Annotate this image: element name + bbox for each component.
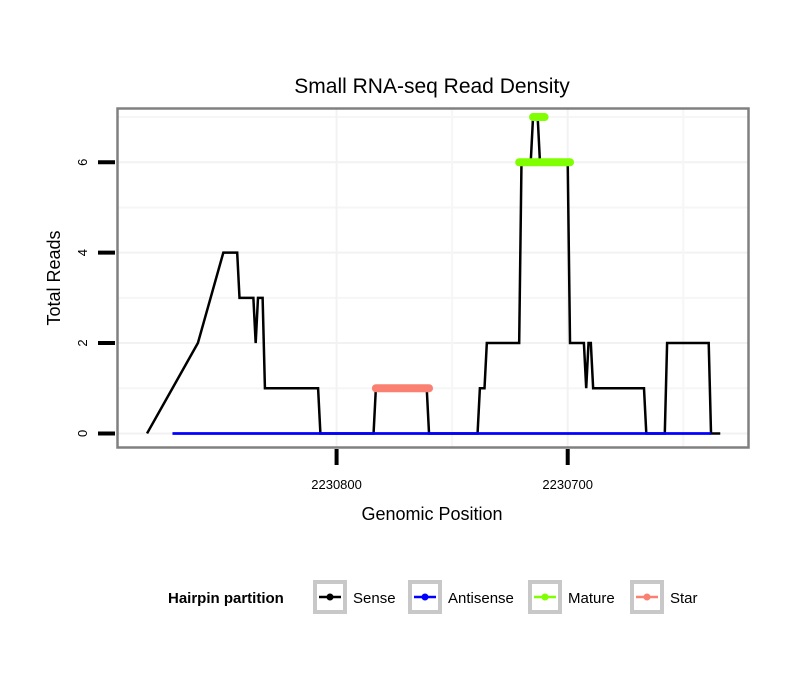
legend-item-star: Star [630,580,698,614]
legend: Hairpin partition Sense Antisense Mature St… [168,580,698,614]
legend-label: Star [670,590,698,607]
y-tick-label: 2 [75,339,90,346]
legend-label: Sense [353,590,396,607]
legend-title: Hairpin partition [168,590,284,607]
series-sense-line [145,115,721,435]
x-axis-title: Genomic Position [361,504,502,524]
plot-area [145,113,721,435]
y-tick-label: 4 [75,249,90,256]
y-axis: 0 2 4 6 [75,159,115,437]
x-tick-label: 2230800 [311,477,362,492]
x-tick-label: 2230700 [542,477,593,492]
legend-label: Mature [568,590,615,607]
legend-label: Antisense [448,590,514,607]
legend-key-point [541,593,549,601]
x-axis: 2230800 2230700 [311,449,593,492]
y-tick-label: 0 [75,430,90,437]
chart-title: Small RNA-seq Read Density [294,75,570,98]
legend-key-box [630,580,664,614]
legend-key-point [421,593,429,601]
legend-item-mature: Mature [528,580,615,614]
legend-item-antisense: Antisense [408,580,514,614]
panel-border [116,107,750,449]
y-axis-title: Total Reads [44,230,64,325]
y-tick-label: 6 [75,159,90,166]
grid [117,108,748,447]
legend-key-point [326,593,334,601]
legend-key-point [643,593,651,601]
legend-item-sense: Sense [313,580,396,614]
